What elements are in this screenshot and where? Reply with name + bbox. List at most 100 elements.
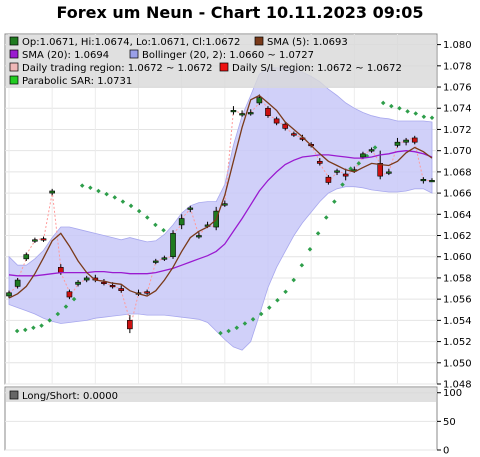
candle-body xyxy=(170,233,176,258)
moving-averages xyxy=(8,94,433,299)
longshort-y-axis: 0 50 100 xyxy=(437,388,462,457)
legend-swatch xyxy=(9,62,19,72)
candle-body xyxy=(178,218,185,226)
y-tick-label: 1.058 xyxy=(443,273,472,284)
candle-body xyxy=(83,277,90,281)
candle xyxy=(403,137,409,146)
legend-entry: Long/Short: 0.0000 xyxy=(22,391,118,402)
y-tick-label: 1.080 xyxy=(443,40,472,51)
candle xyxy=(144,289,150,295)
candle-body xyxy=(368,149,375,152)
candle-body xyxy=(75,281,81,285)
candle xyxy=(66,289,73,300)
candle-body xyxy=(291,133,297,136)
sma5-line xyxy=(8,94,433,299)
candle xyxy=(178,214,185,230)
region-connector xyxy=(120,290,131,321)
candle-body xyxy=(222,203,228,206)
candle-body xyxy=(127,320,133,330)
candle xyxy=(239,110,245,117)
sar-point xyxy=(112,195,118,200)
legend-entry: SMA (5): 1.0693 xyxy=(267,37,348,48)
y-tick-label: 1.074 xyxy=(443,104,472,115)
sar-point xyxy=(299,262,305,268)
main-y-axis: 1.048 1.050 1.052 1.054 1.056 1.058 1.060 1.062… xyxy=(437,40,472,391)
candle-body xyxy=(57,267,64,273)
candle-body xyxy=(109,285,116,288)
candle xyxy=(187,205,194,213)
sar-point xyxy=(250,317,256,322)
y-tick-label: 1.070 xyxy=(443,146,472,157)
candle-body xyxy=(66,291,73,298)
candle xyxy=(222,200,228,207)
candle-body xyxy=(6,292,12,297)
region-connector xyxy=(310,145,321,162)
candle xyxy=(334,168,340,176)
region-connector xyxy=(267,115,277,120)
candle-body xyxy=(144,291,150,294)
sar-point xyxy=(63,304,69,309)
region-connector xyxy=(405,137,415,141)
legend-swatch xyxy=(9,49,19,59)
candle-body xyxy=(273,118,280,124)
candle-body xyxy=(23,254,30,260)
legend-entry: Daily S/L region: 1.0672 ~ 1.0672 xyxy=(232,63,402,74)
candle xyxy=(368,147,375,153)
y-tick-label: 1.062 xyxy=(443,231,472,242)
candle xyxy=(127,315,133,334)
legend-box xyxy=(6,35,436,88)
region-connector xyxy=(319,163,329,178)
candle xyxy=(40,236,47,242)
legend-swatch xyxy=(9,390,19,400)
sma20-line xyxy=(8,150,433,277)
candle-body xyxy=(394,141,401,146)
region-connector xyxy=(77,279,87,283)
y-tick-label: 1.072 xyxy=(443,125,472,136)
y-tick-label: 1.060 xyxy=(443,252,472,263)
sar-point xyxy=(96,188,101,194)
candle-body xyxy=(187,207,194,210)
candle xyxy=(420,177,427,184)
candle xyxy=(342,168,349,181)
y-tick-label: 1.050 xyxy=(443,358,472,369)
candle xyxy=(411,135,418,145)
sar-point xyxy=(39,323,44,328)
sar-point xyxy=(283,289,288,294)
candle xyxy=(273,116,280,126)
legend-swatch xyxy=(9,36,19,46)
region-connector xyxy=(362,150,372,155)
sar-point xyxy=(79,183,85,188)
candle xyxy=(196,232,202,239)
region-connector xyxy=(146,261,157,293)
y-tick-label: 1.052 xyxy=(443,337,472,348)
candle xyxy=(14,277,21,289)
candle-body xyxy=(282,123,289,129)
chart-title: Forex um Neun - Chart 10.11.2023 09:05 xyxy=(56,3,424,22)
candle xyxy=(23,252,30,261)
candle xyxy=(170,230,176,259)
candle xyxy=(394,137,401,148)
candle-body xyxy=(411,137,418,143)
region-connector xyxy=(155,258,165,262)
candle-body xyxy=(420,179,427,182)
candle xyxy=(291,131,297,137)
candle-body xyxy=(334,170,340,173)
candle-body xyxy=(265,107,271,116)
y-tick-label: 1.076 xyxy=(443,83,472,94)
candle xyxy=(265,106,271,118)
candle-body xyxy=(325,176,332,183)
candle-body xyxy=(49,190,55,194)
candle-body xyxy=(342,173,349,177)
candle xyxy=(75,280,81,287)
candle xyxy=(32,237,38,243)
y-tick-label: 0 xyxy=(443,446,449,457)
legend-swatch xyxy=(9,75,19,85)
candle xyxy=(49,188,55,196)
legend-box xyxy=(6,388,436,402)
y-tick-label: 1.064 xyxy=(443,210,472,221)
candle xyxy=(282,122,289,131)
candle-body xyxy=(386,171,392,174)
region-connector xyxy=(8,286,18,294)
candle xyxy=(316,158,323,166)
